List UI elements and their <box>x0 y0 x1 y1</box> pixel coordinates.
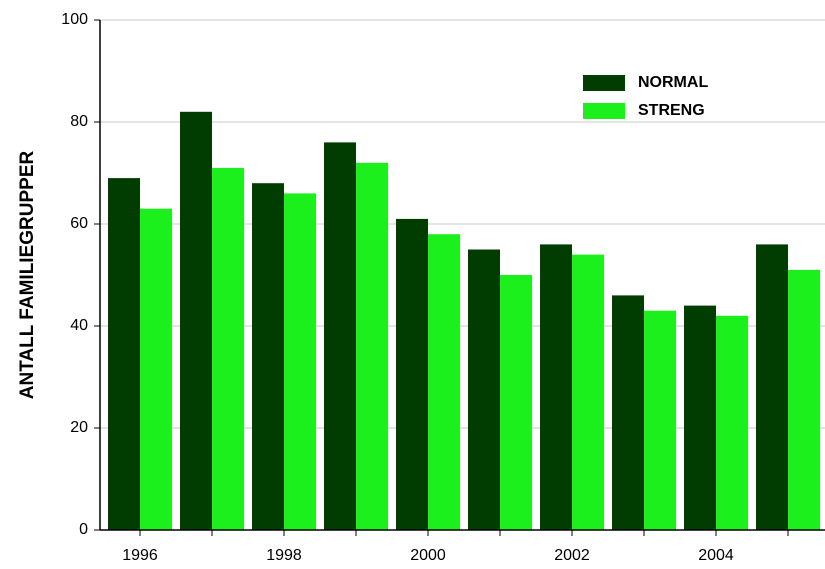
bar <box>324 142 356 530</box>
legend-label: STRENG <box>638 102 705 119</box>
bar <box>108 178 140 530</box>
y-axis-title: ANTALL FAMILIEGRUPPER <box>17 151 38 400</box>
bar <box>356 162 388 531</box>
x-tick-label: 1998 <box>266 547 302 564</box>
bar <box>500 275 532 530</box>
y-tick-label: 80 <box>70 113 88 130</box>
bar <box>756 244 788 530</box>
bar <box>644 310 676 530</box>
bar <box>716 315 748 530</box>
bar <box>180 111 212 531</box>
y-tick-label: 0 <box>79 521 88 538</box>
x-tick-label: 2000 <box>410 547 446 564</box>
bar <box>396 218 428 530</box>
bar <box>572 254 604 530</box>
bar <box>612 295 644 530</box>
x-tick-label: 2002 <box>554 547 590 564</box>
x-tick-label: 1996 <box>122 547 158 564</box>
y-tick-label: 100 <box>61 11 88 28</box>
bar <box>428 234 460 530</box>
y-tick-label: 60 <box>70 215 88 232</box>
bar <box>684 305 716 530</box>
bar <box>252 183 284 530</box>
legend-swatch <box>583 75 625 91</box>
legend-swatch <box>583 103 625 119</box>
bar <box>540 244 572 530</box>
bar <box>140 208 172 530</box>
bar <box>284 193 316 530</box>
bar <box>788 269 820 530</box>
y-tick-label: 20 <box>70 419 88 436</box>
bar <box>468 249 500 530</box>
x-tick-label: 2004 <box>698 547 734 564</box>
bar <box>212 167 244 530</box>
legend-label: NORMAL <box>638 74 708 91</box>
y-tick-label: 40 <box>70 317 88 334</box>
